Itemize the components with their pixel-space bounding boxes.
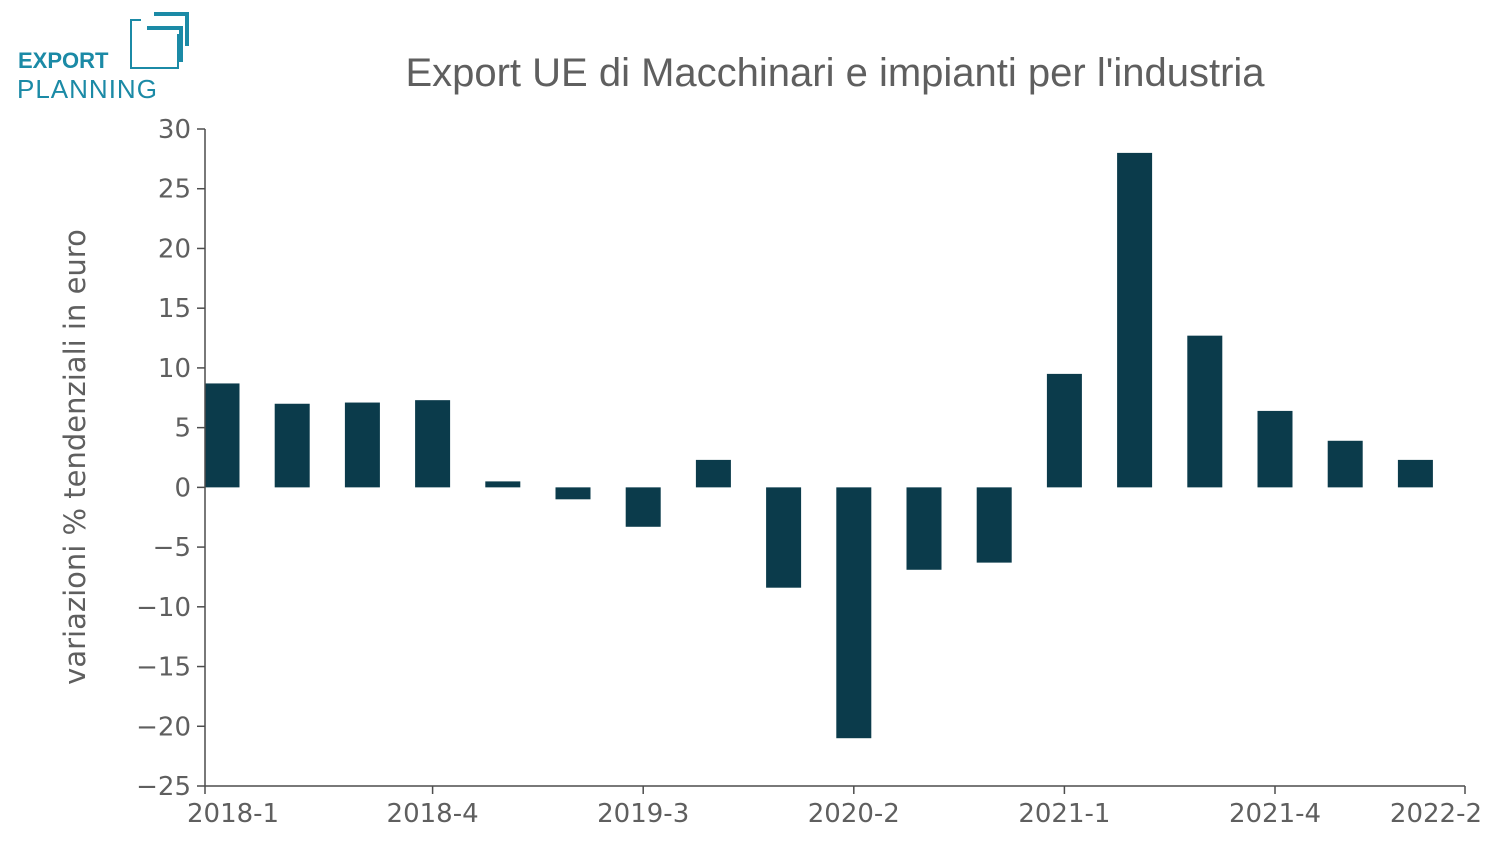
x-tick-label: 2021-4 — [1229, 799, 1321, 829]
bar-2020-1 — [766, 487, 802, 588]
y-tick-label: −5 — [153, 533, 191, 563]
logo-squares-icon — [130, 12, 189, 69]
bar-2018-4 — [415, 400, 451, 488]
x-tick-label: 2019-3 — [597, 799, 689, 829]
y-tick-label: 5 — [174, 414, 191, 444]
y-tick-label: 20 — [158, 234, 191, 264]
bar-2021-1 — [1046, 373, 1082, 488]
bar-2018-2 — [274, 403, 310, 488]
bar-2018-1 — [204, 383, 240, 488]
bar-2021-3 — [1187, 335, 1223, 488]
y-axis: 30 25 20 15 10 5 0 −5 −10 −15 −20 −25 — [136, 115, 206, 802]
bar-2018-3 — [344, 402, 380, 488]
y-tick-label: 25 — [158, 175, 191, 205]
x-axis: 2018-1 2018-4 2019-3 2020-2 2021-1 2021-4 2022… — [187, 785, 1482, 829]
bars — [204, 152, 1433, 739]
y-tick-label: −15 — [136, 653, 191, 683]
bar-2022-1 — [1327, 440, 1363, 488]
y-tick-label: −20 — [136, 712, 191, 742]
bar-2022-2 — [1397, 459, 1433, 488]
x-tick-label: 2022-2 — [1390, 799, 1482, 829]
chart-title: Export UE di Macchinari e impianti per l… — [405, 51, 1265, 95]
bar-2019-4 — [695, 459, 731, 488]
y-tick-label: 30 — [158, 115, 191, 145]
bar-2019-2 — [555, 487, 591, 500]
bar-2020-4 — [976, 487, 1012, 563]
export-planning-logo: EXPORT PLANNING — [17, 12, 189, 104]
y-tick-label: −10 — [136, 593, 191, 623]
bar-2021-4 — [1257, 410, 1293, 488]
logo-text-planning: PLANNING — [17, 74, 158, 104]
x-tick-label: 2020-2 — [808, 799, 900, 829]
bar-2021-2 — [1117, 152, 1153, 488]
bar-2020-3 — [906, 487, 942, 570]
bar-2020-2 — [836, 487, 872, 739]
y-axis-label: variazioni % tendenziali in euro — [58, 229, 92, 685]
x-tick-label: 2021-1 — [1018, 799, 1110, 829]
y-tick-label: 0 — [174, 473, 191, 503]
bar-2019-1 — [485, 481, 521, 488]
y-tick-label: 10 — [158, 354, 191, 384]
bar-2019-3 — [625, 487, 661, 527]
y-tick-label: −25 — [136, 772, 191, 802]
x-tick-label: 2018-1 — [187, 799, 279, 829]
logo-text-export: EXPORT — [18, 48, 109, 73]
y-tick-label: 15 — [158, 294, 191, 324]
x-tick-label: 2018-4 — [387, 799, 479, 829]
